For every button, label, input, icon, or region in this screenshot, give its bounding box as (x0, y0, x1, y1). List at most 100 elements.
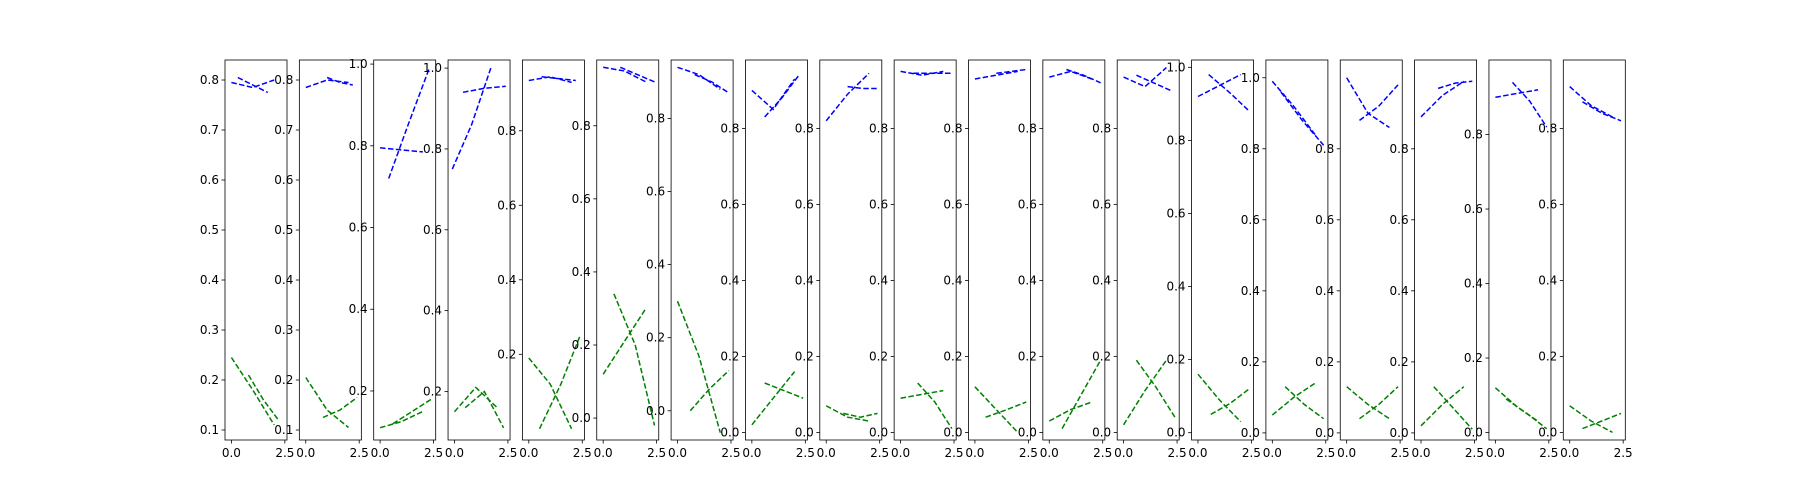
y-tick-label: 0.3 (200, 323, 219, 337)
y-tick-label: 0.0 (1464, 426, 1483, 440)
y-tick-label: 0.5 (200, 223, 219, 237)
blue-series-line (751, 78, 796, 111)
y-tick-label: 0.0 (1538, 425, 1557, 439)
panel-series-group (305, 76, 358, 429)
green-series-line (676, 300, 722, 433)
green-series-line (230, 357, 275, 426)
green-series-line (689, 370, 730, 412)
y-tick-label: 0.8 (1464, 128, 1483, 142)
panel-5: 0.20.40.60.80.0 2.5 (497, 59, 592, 460)
y-tick-label: 0.2 (572, 338, 591, 352)
green-series-line (1359, 386, 1399, 420)
x-tick-label: 0.0 (1114, 446, 1133, 460)
blue-series-line (305, 79, 349, 89)
y-tick-label: 0.2 (943, 349, 962, 363)
blue-series-line (1437, 80, 1473, 90)
panel-frame (893, 59, 957, 441)
panel-18: 0.00.20.40.60.80.0 2.5 (1464, 59, 1558, 460)
y-tick-label: 0.6 (943, 197, 962, 211)
y-tick-label: 0.0 (943, 425, 962, 439)
green-series-line (1582, 412, 1622, 430)
panel-frame (968, 59, 1031, 441)
x-tick-label: 2.5 (1019, 446, 1038, 460)
y-tick-label: 0.2 (869, 349, 888, 363)
panel-8: 0.00.20.40.60.80.0 2.5 (720, 59, 815, 460)
panel-series-group (825, 72, 878, 422)
x-tick-label: 0.0 (1560, 446, 1579, 460)
panel-frame (1116, 59, 1180, 441)
y-tick-label: 0.6 (1538, 197, 1557, 211)
y-tick-label: 0.6 (795, 197, 814, 211)
blue-series-line (326, 76, 353, 86)
y-tick-label: 0.1 (200, 423, 219, 437)
green-series-line (538, 335, 581, 430)
blue-series-line (900, 70, 944, 76)
panel-frame (596, 59, 660, 441)
y-tick-label: 0.2 (795, 349, 814, 363)
panel-3: 0.20.40.60.81.00.0 2.5 (349, 57, 444, 460)
y-tick-label: 0.6 (423, 223, 442, 237)
y-tick-label: 0.4 (646, 258, 665, 272)
panel-17: 0.00.20.40.60.80.0 2.5 (1390, 59, 1484, 460)
y-tick-label: 0.2 (1092, 349, 1111, 363)
y-tick-label: 0.8 (1315, 142, 1334, 156)
panel-frame (1562, 59, 1626, 441)
blue-series-line (694, 73, 730, 94)
panel-11: 0.00.20.40.60.80.0 2.5 (943, 59, 1038, 460)
y-tick-label: 0.4 (1464, 277, 1483, 291)
y-tick-label: 0.2 (1390, 355, 1409, 369)
x-tick-label: 2.5 (1539, 446, 1558, 460)
blue-series-line (528, 76, 572, 84)
panel-frame (1191, 59, 1254, 441)
green-series-line (322, 396, 358, 419)
y-tick-label: 0.2 (1315, 355, 1334, 369)
y-tick-label: 0.8 (274, 73, 293, 87)
panel-series-group (1048, 68, 1102, 429)
x-tick-label: 2.5 (350, 446, 369, 460)
green-series-line (1346, 386, 1390, 420)
green-series-line (1433, 386, 1473, 430)
y-tick-label: 0.0 (1315, 426, 1334, 440)
blue-series-line (462, 85, 506, 94)
green-series-line (247, 374, 280, 421)
blue-series-line (380, 147, 423, 153)
y-tick-label: 0.4 (1166, 280, 1185, 294)
green-series-line (1569, 405, 1613, 434)
panel-7: 0.00.20.40.60.80.0 2.5 (646, 59, 741, 460)
green-series-line (974, 386, 1019, 433)
panel-12: 0.00.20.40.60.80.0 2.5 (1018, 59, 1112, 460)
x-tick-label: 2.5 (498, 446, 517, 460)
y-tick-label: 0.4 (1315, 284, 1334, 298)
y-tick-label: 0.6 (1464, 202, 1483, 216)
y-tick-label: 0.4 (1390, 284, 1409, 298)
green-series-line (305, 377, 349, 429)
y-tick-label: 0.8 (497, 124, 516, 138)
panel-frame (447, 59, 511, 441)
y-tick-label: 0.2 (497, 347, 516, 361)
green-series-line (1061, 359, 1102, 429)
y-tick-label: 0.4 (1018, 273, 1037, 287)
panel-frame (819, 59, 883, 441)
blue-series-line (974, 70, 1018, 80)
blue-series-line (1420, 80, 1465, 118)
y-tick-label: 0.0 (572, 411, 591, 425)
panel-9: 0.00.20.40.60.80.0 2.5 (795, 59, 889, 460)
panel-1: 0.1 0.2 0.3 0.4 0.5 0.6 0.7 0.8 0.0 2.5 (200, 59, 294, 460)
x-tick-label: 0.0 (445, 446, 464, 460)
panel-16: 0.00.20.40.60.80.0 2.5 (1315, 59, 1410, 460)
x-tick-label: 0.0 (742, 446, 761, 460)
y-tick-label: 0.8 (1390, 142, 1409, 156)
y-tick-label: 0.4 (274, 273, 293, 287)
x-tick-label: 0.0 (519, 446, 538, 460)
green-series-line (613, 293, 656, 426)
panel-series-group (379, 67, 432, 429)
y-tick-label: 1.0 (1241, 71, 1260, 85)
blue-series-line (764, 74, 800, 118)
y-tick-label: 0.6 (1092, 197, 1111, 211)
blue-series-line (1208, 74, 1250, 112)
panel-series-group (1569, 86, 1622, 434)
x-tick-label: 0.0 (891, 446, 910, 460)
green-series-line (1197, 373, 1242, 423)
y-tick-label: 0.4 (572, 265, 591, 279)
y-tick-label: 0.0 (869, 425, 888, 439)
